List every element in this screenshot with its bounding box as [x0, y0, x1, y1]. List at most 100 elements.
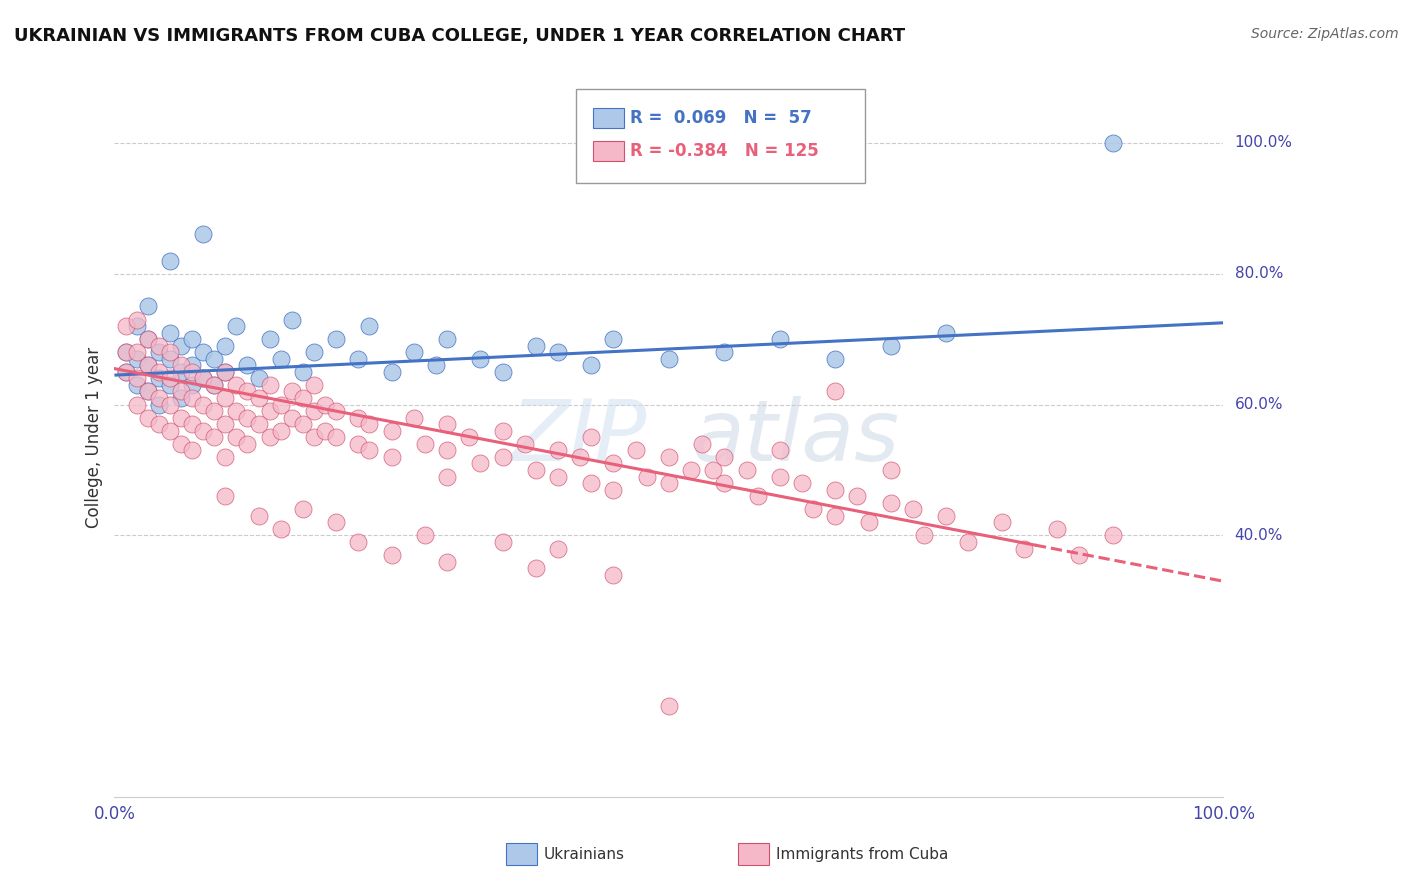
Point: [281, 410, 304, 425]
Point: [114, 319, 136, 334]
Text: R = -0.384   N = 125: R = -0.384 N = 125: [630, 142, 818, 160]
Point: [846, 489, 869, 503]
Point: [658, 698, 681, 713]
Point: [581, 430, 603, 444]
Point: [824, 351, 846, 366]
Point: [202, 430, 225, 444]
Text: Ukrainians: Ukrainians: [544, 847, 626, 862]
Point: [114, 365, 136, 379]
Point: [181, 443, 204, 458]
Point: [491, 365, 513, 379]
Point: [270, 522, 292, 536]
Point: [191, 227, 214, 242]
Text: atlas: atlas: [692, 396, 898, 479]
Point: [225, 378, 247, 392]
Point: [658, 351, 681, 366]
Point: [547, 345, 569, 359]
Point: [402, 345, 425, 359]
Point: [302, 378, 325, 392]
Text: UKRAINIAN VS IMMIGRANTS FROM CUBA COLLEGE, UNDER 1 YEAR CORRELATION CHART: UKRAINIAN VS IMMIGRANTS FROM CUBA COLLEG…: [14, 27, 905, 45]
Point: [114, 345, 136, 359]
Point: [159, 253, 181, 268]
Point: [170, 359, 193, 373]
Point: [801, 502, 824, 516]
Point: [259, 404, 281, 418]
Point: [270, 398, 292, 412]
Point: [136, 384, 159, 399]
Point: [170, 437, 193, 451]
Point: [347, 437, 370, 451]
Point: [181, 332, 204, 346]
Point: [214, 450, 236, 464]
Point: [247, 371, 270, 385]
Point: [191, 398, 214, 412]
Point: [236, 410, 259, 425]
Point: [170, 410, 193, 425]
Point: [136, 359, 159, 373]
Point: [935, 326, 957, 340]
Point: [202, 378, 225, 392]
Text: 40.0%: 40.0%: [1234, 528, 1282, 543]
Point: [170, 391, 193, 405]
Point: [569, 450, 592, 464]
Point: [302, 404, 325, 418]
Point: [159, 326, 181, 340]
Point: [458, 430, 481, 444]
Point: [136, 300, 159, 314]
Point: [236, 359, 259, 373]
Point: [291, 365, 314, 379]
Point: [681, 463, 703, 477]
Point: [259, 378, 281, 392]
Text: Immigrants from Cuba: Immigrants from Cuba: [776, 847, 949, 862]
Point: [470, 457, 492, 471]
Point: [214, 365, 236, 379]
Point: [413, 528, 436, 542]
Point: [148, 365, 170, 379]
Point: [202, 351, 225, 366]
Point: [148, 345, 170, 359]
Point: [880, 463, 903, 477]
Point: [636, 469, 658, 483]
Point: [402, 410, 425, 425]
Point: [159, 371, 181, 385]
Point: [602, 567, 624, 582]
Point: [170, 384, 193, 399]
Point: [547, 541, 569, 556]
Point: [824, 508, 846, 523]
Point: [214, 417, 236, 432]
Point: [769, 443, 792, 458]
Point: [658, 450, 681, 464]
Point: [325, 332, 347, 346]
Point: [1012, 541, 1035, 556]
Point: [713, 450, 735, 464]
Point: [125, 378, 148, 392]
Point: [547, 469, 569, 483]
Point: [381, 424, 404, 438]
Point: [325, 404, 347, 418]
Point: [347, 410, 370, 425]
Text: 60.0%: 60.0%: [1234, 397, 1284, 412]
Point: [281, 312, 304, 326]
Point: [359, 319, 381, 334]
Point: [769, 332, 792, 346]
Point: [214, 391, 236, 405]
Point: [214, 339, 236, 353]
Point: [214, 489, 236, 503]
Point: [713, 476, 735, 491]
Point: [436, 332, 458, 346]
Point: [436, 555, 458, 569]
Point: [901, 502, 924, 516]
Point: [858, 516, 880, 530]
Point: [581, 476, 603, 491]
Point: [381, 548, 404, 562]
Point: [159, 424, 181, 438]
Point: [957, 535, 980, 549]
Point: [880, 339, 903, 353]
Point: [125, 351, 148, 366]
Point: [225, 404, 247, 418]
Point: [181, 391, 204, 405]
Point: [302, 345, 325, 359]
Point: [259, 430, 281, 444]
Point: [281, 384, 304, 399]
Point: [359, 443, 381, 458]
